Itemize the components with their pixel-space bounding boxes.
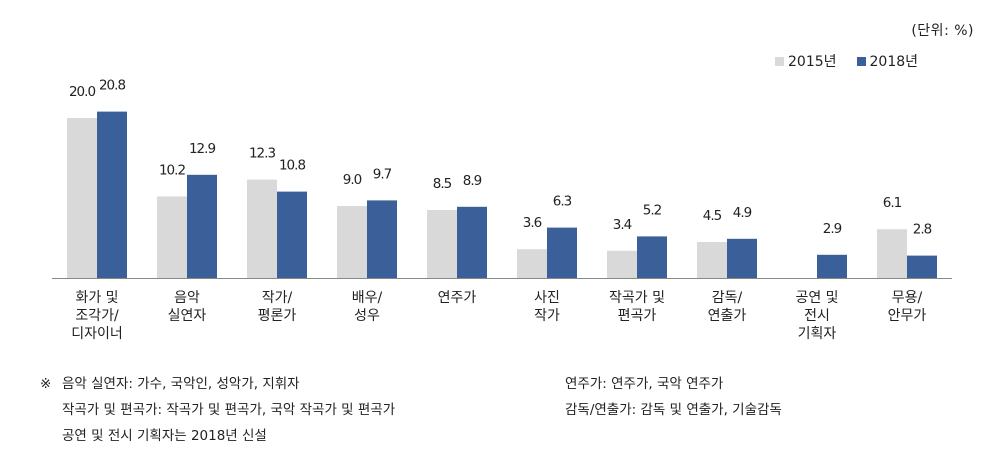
category-label: 연출가 xyxy=(708,308,747,324)
footnote-marker: ※ xyxy=(40,376,52,392)
category-label: 배우/ xyxy=(352,290,383,306)
data-label: 8.9 xyxy=(463,173,482,189)
category-label: 연주가 xyxy=(438,290,477,306)
data-label: 12.3 xyxy=(249,146,275,162)
legend-item-2015: 2015년 xyxy=(775,51,837,71)
data-label: 10.8 xyxy=(279,158,305,174)
category-label: 조각가/ xyxy=(75,308,119,324)
data-label: 9.7 xyxy=(373,166,392,182)
bar-2018 xyxy=(547,227,577,278)
data-label: 5.2 xyxy=(643,202,662,218)
bar-2015 xyxy=(517,249,547,278)
category-label: 디자이너 xyxy=(71,326,123,342)
category-label: 감독/ xyxy=(712,290,743,306)
data-label: 6.3 xyxy=(553,194,572,210)
legend-swatch-2015 xyxy=(775,56,784,66)
data-label: 9.0 xyxy=(343,172,362,188)
category-label: 기획자 xyxy=(798,326,837,342)
footnote-row: 연주가: 연주가, 국악 연주가 xyxy=(565,371,782,397)
legend-item-2018: 2018년 xyxy=(856,51,919,71)
data-label: 3.6 xyxy=(523,215,542,231)
bar-2015 xyxy=(67,118,97,278)
category-label: 작가/ xyxy=(262,290,293,306)
data-label: 6.1 xyxy=(883,195,902,211)
bar-2018 xyxy=(97,111,127,278)
legend-label-2018: 2018년 xyxy=(869,54,919,70)
data-label: 3.4 xyxy=(613,217,632,233)
footnotes-right: 연주가: 연주가, 국악 연주가 감독/연출가: 감독 및 연출가, 기술감독 xyxy=(565,371,782,423)
data-label: 20.8 xyxy=(99,78,125,94)
data-label: 2.9 xyxy=(823,221,842,237)
footnote-row: ※ 음악 실연자: 가수, 국악인, 성악가, 지휘자 xyxy=(40,371,395,397)
category-label: 무용/ xyxy=(892,290,923,306)
bar-2018 xyxy=(637,236,667,278)
bar-2015 xyxy=(337,206,367,278)
category-label: 작가 xyxy=(534,308,560,324)
bar-2015 xyxy=(697,242,727,278)
bar-2018 xyxy=(457,206,487,278)
bar-2015 xyxy=(877,229,907,278)
bar-2018 xyxy=(727,238,757,278)
legend-label-2015: 2015년 xyxy=(788,54,837,70)
bar-2015 xyxy=(607,250,637,278)
category-label: 사진 xyxy=(534,290,560,306)
legend: 2015년 2018년 xyxy=(775,51,938,71)
unit-label: (단위: %) xyxy=(911,23,974,39)
legend-swatch-2018 xyxy=(856,56,866,66)
data-label: 4.9 xyxy=(733,205,752,221)
bar-2018 xyxy=(907,255,937,278)
data-label: 20.0 xyxy=(69,84,95,100)
category-label: 성우 xyxy=(354,308,380,324)
data-label: 4.5 xyxy=(703,208,722,224)
category-label: 작곡가 및 xyxy=(609,290,665,306)
bar-2015 xyxy=(247,179,277,278)
category-label: 화가 및 xyxy=(75,290,118,306)
bar-2015 xyxy=(157,196,187,278)
category-label: 실연자 xyxy=(168,308,207,324)
category-label: 전시 xyxy=(804,308,830,324)
footnote-text: 감독/연출가: 감독 및 연출가, 기술감독 xyxy=(565,402,782,418)
footnote-text: 작곡가 및 편곡가: 작곡가 및 편곡가, 국악 작곡가 및 편곡가 xyxy=(62,402,396,418)
bar-2018 xyxy=(367,200,397,278)
footnote-row: 감독/연출가: 감독 및 연출가, 기술감독 xyxy=(565,397,782,423)
category-label: 음악 xyxy=(174,290,200,306)
footnote-row: 작곡가 및 편곡가: 작곡가 및 편곡가, 국악 작곡가 및 편곡가 xyxy=(40,397,395,423)
bar-2015 xyxy=(427,210,457,278)
category-label: 편곡가 xyxy=(618,308,657,324)
data-label: 8.5 xyxy=(433,176,452,192)
data-label: 2.8 xyxy=(913,222,932,238)
bar-2018 xyxy=(187,174,217,278)
footnote-text: 공연 및 전시 기획자는 2018년 신설 xyxy=(62,428,267,444)
bar-2018 xyxy=(277,191,307,278)
category-label: 평론가 xyxy=(258,308,297,324)
footnote-text: 연주가: 연주가, 국악 연주가 xyxy=(565,376,724,392)
data-label: 12.9 xyxy=(189,141,215,157)
footnotes-left: ※ 음악 실연자: 가수, 국악인, 성악가, 지휘자 작곡가 및 편곡가: 작곡… xyxy=(40,371,395,449)
category-label: 공연 및 xyxy=(795,290,838,306)
data-label: 10.2 xyxy=(159,162,185,178)
footnote-text: 음악 실연자: 가수, 국악인, 성악가, 지휘자 xyxy=(62,376,300,392)
category-label: 안무가 xyxy=(888,308,927,324)
bar-2018 xyxy=(817,254,847,278)
footnote-row: 공연 및 전시 기획자는 2018년 신설 xyxy=(40,423,395,449)
